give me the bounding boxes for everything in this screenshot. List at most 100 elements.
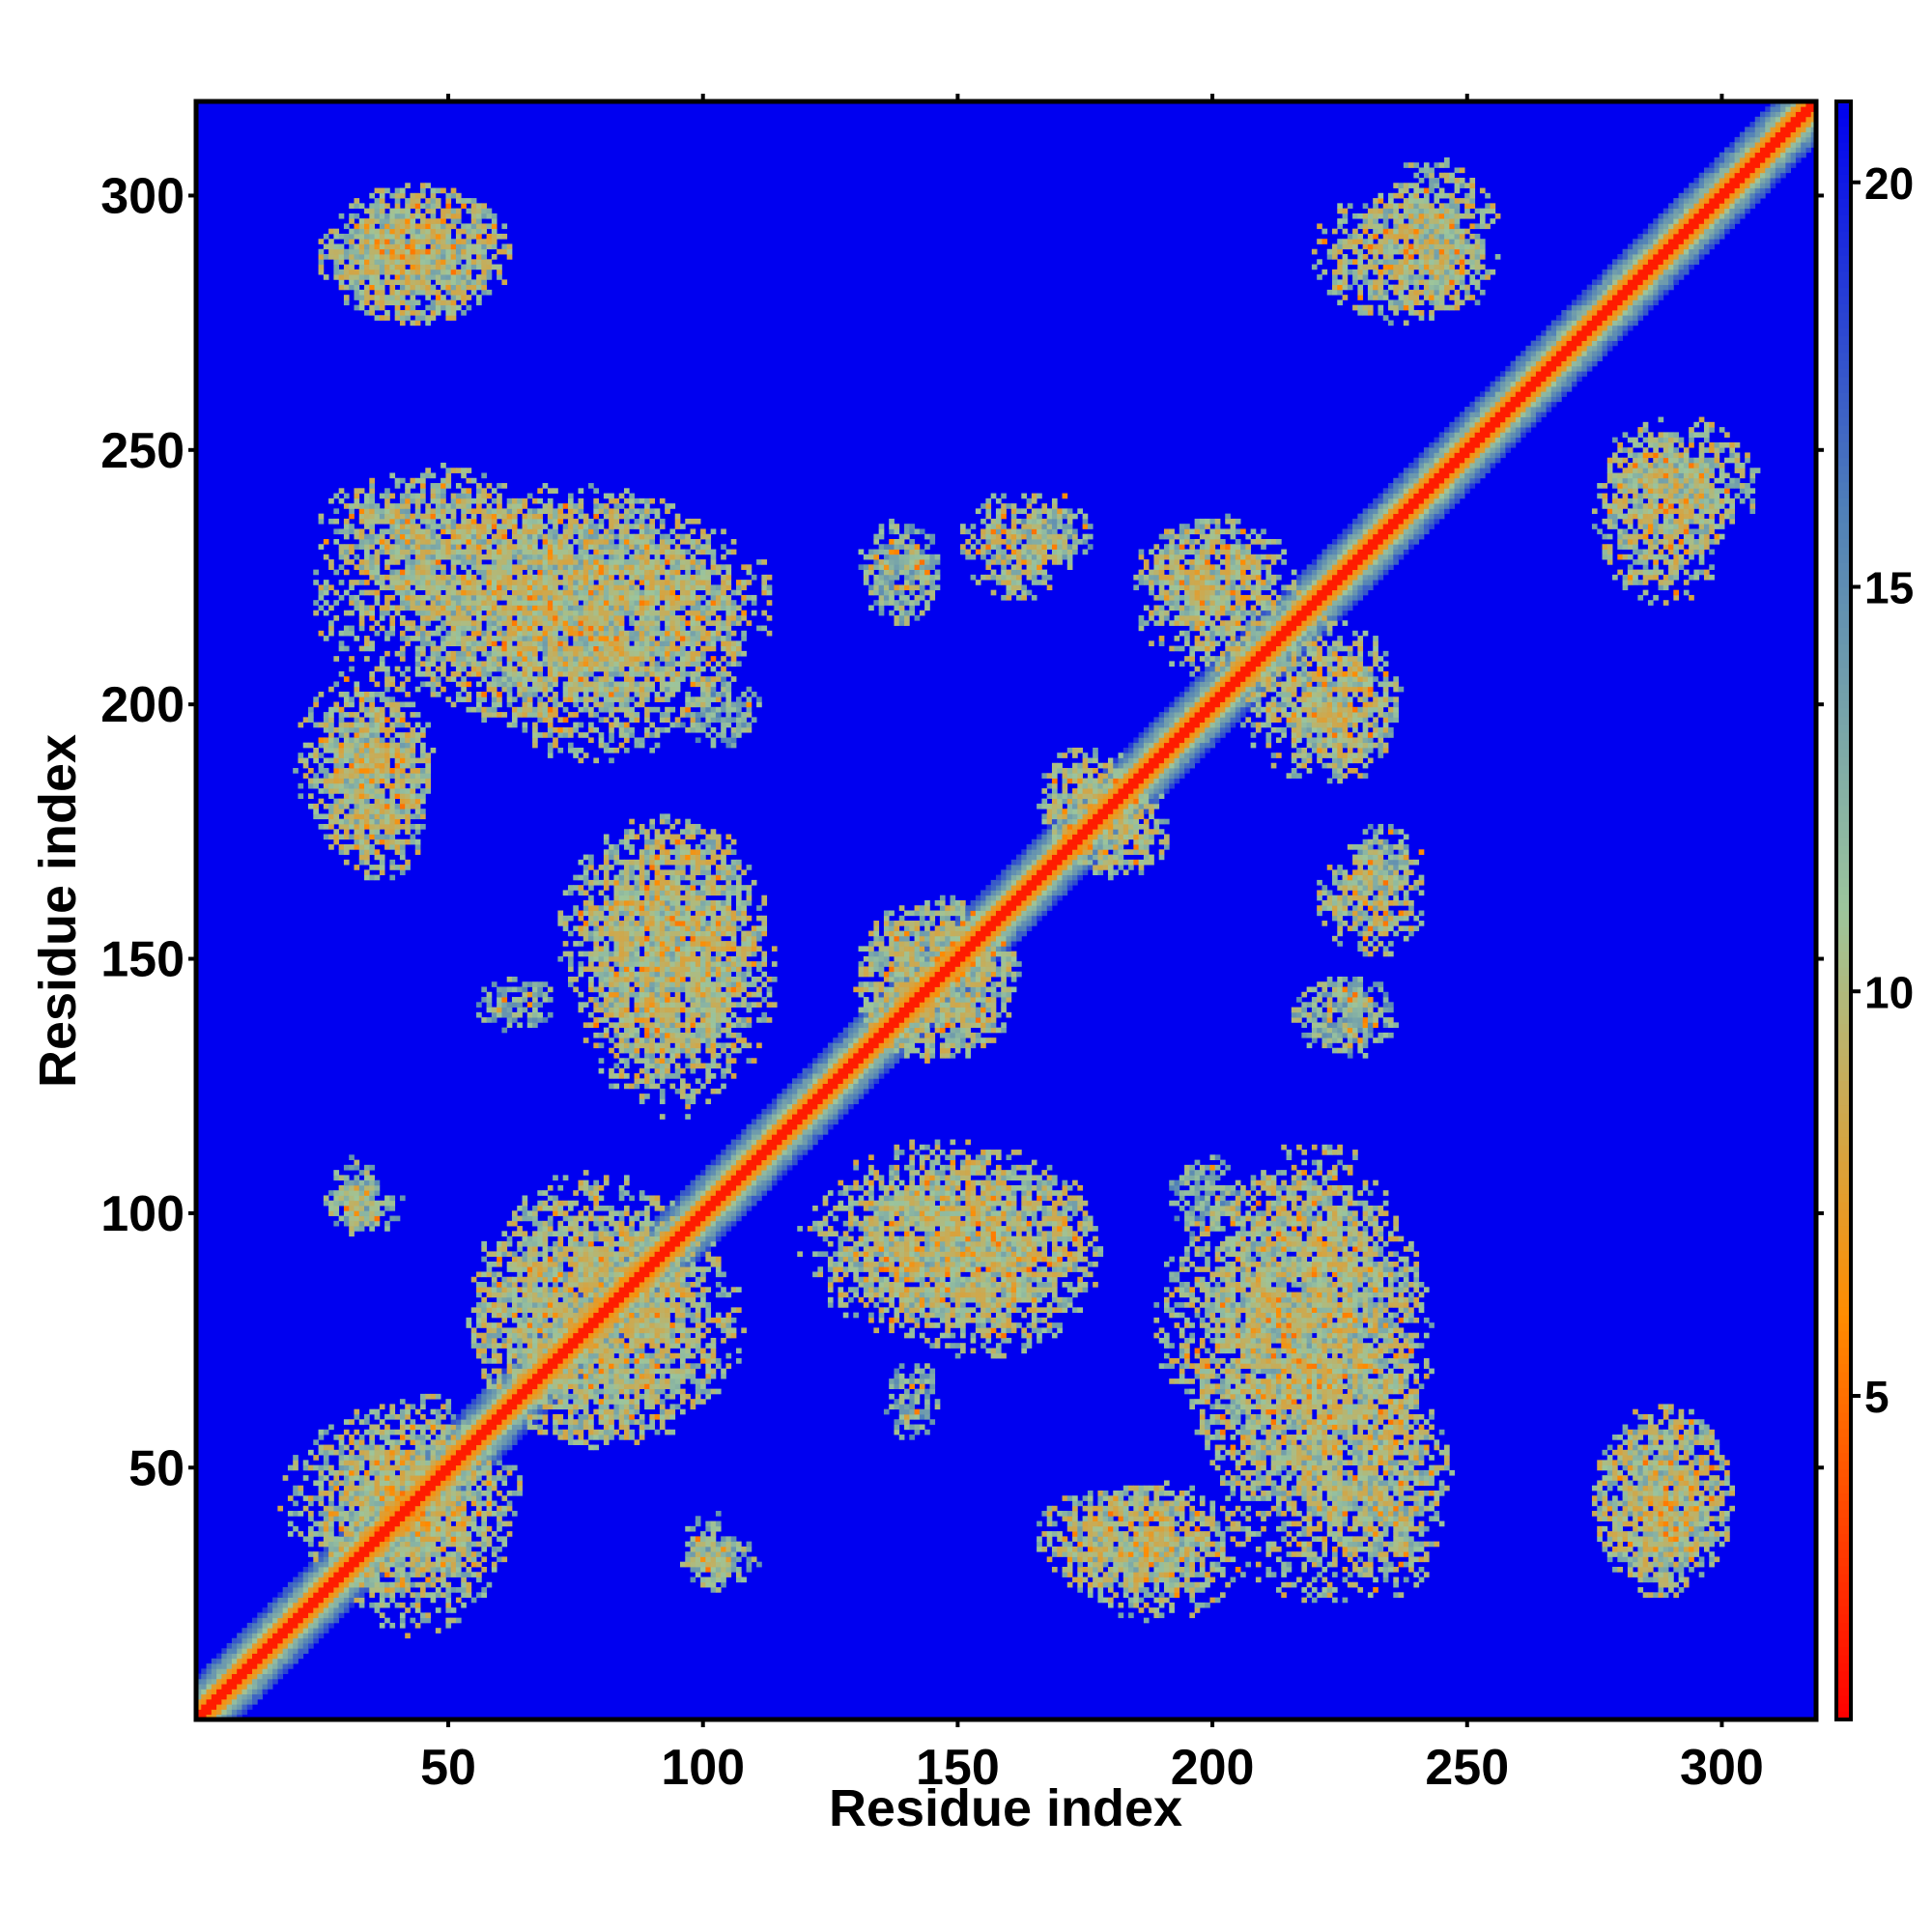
heatmap-cell [257, 1628, 263, 1634]
heatmap-cell [501, 544, 508, 550]
heatmap-cell [430, 533, 437, 540]
heatmap-cell [389, 208, 396, 214]
heatmap-cell [526, 1002, 533, 1008]
heatmap-cell [364, 656, 370, 662]
heatmap-cell [338, 1577, 345, 1583]
heatmap-cell [323, 1607, 329, 1613]
heatmap-cell [517, 528, 523, 535]
heatmap-cell [455, 533, 462, 540]
heatmap-cell [486, 1007, 493, 1013]
heatmap-cell [414, 849, 421, 855]
heatmap-cell [333, 1195, 340, 1202]
heatmap-cell [338, 1612, 345, 1619]
heatmap-cell [430, 508, 437, 515]
heatmap-cell [506, 1464, 513, 1471]
heatmap-cell [476, 274, 482, 280]
heatmap-cell [364, 1190, 370, 1196]
heatmap-cell [410, 838, 416, 845]
heatmap-cell [389, 228, 396, 235]
heatmap-cell [542, 1337, 549, 1344]
heatmap-cell [526, 1282, 533, 1288]
heatmap-cell [394, 254, 401, 260]
heatmap-cell [384, 1520, 390, 1527]
heatmap-cell [414, 1485, 421, 1492]
heatmap-cell [379, 1480, 385, 1487]
heatmap-cell [231, 1653, 238, 1660]
heatmap-cell [358, 726, 365, 733]
heatmap-cell [394, 477, 401, 484]
heatmap-cell [481, 1287, 487, 1293]
heatmap-cell [461, 1413, 467, 1420]
heatmap-cell [333, 1612, 340, 1619]
heatmap-cell [522, 1210, 528, 1216]
heatmap-cell [450, 564, 457, 570]
heatmap-cell [379, 605, 385, 611]
heatmap-cell [526, 580, 533, 585]
heatmap-cell [358, 1439, 365, 1445]
heatmap-cell [532, 686, 538, 693]
heatmap-cell [399, 538, 406, 545]
heatmap-cell [470, 661, 477, 668]
heatmap-cell [481, 706, 487, 713]
heatmap-cell [399, 849, 406, 855]
heatmap-cell [399, 722, 406, 728]
heatmap-cell [425, 1511, 431, 1517]
heatmap-cell [343, 1566, 350, 1573]
heatmap-cell [506, 254, 513, 260]
heatmap-cell [466, 1475, 472, 1481]
heatmap-cell [262, 1642, 269, 1649]
heatmap-cell [379, 1500, 385, 1507]
heatmap-cell [455, 580, 462, 585]
heatmap-cell [389, 813, 396, 820]
heatmap-cell [343, 676, 350, 682]
heatmap-cell [293, 1464, 298, 1471]
heatmap-cell [308, 1633, 314, 1639]
heatmap-cell [343, 1546, 350, 1552]
heatmap-cell [532, 1302, 538, 1308]
heatmap-cell [481, 508, 487, 515]
heatmap-cell [282, 1668, 289, 1674]
heatmap-cell [470, 584, 477, 591]
heatmap-cell [486, 1292, 493, 1298]
heatmap-cell [389, 615, 396, 621]
heatmap-cell [537, 681, 543, 688]
heatmap-cell [476, 661, 482, 668]
heatmap-cell [226, 1709, 233, 1716]
heatmap-cell [338, 1602, 345, 1608]
heatmap-cell [379, 798, 385, 805]
heatmap-cell [343, 518, 350, 525]
heatmap-cell [226, 1693, 233, 1700]
heatmap-cell [399, 747, 406, 753]
heatmap-cell [435, 508, 441, 515]
heatmap-cell [333, 818, 340, 825]
heatmap-cell [430, 1408, 437, 1415]
heatmap-cell [394, 203, 401, 210]
heatmap-cell [522, 1287, 528, 1293]
heatmap-cell [553, 554, 558, 560]
heatmap-cell [466, 1556, 472, 1563]
heatmap-cell [343, 1220, 350, 1227]
heatmap-cell [511, 600, 518, 606]
heatmap-cell [338, 1551, 345, 1557]
heatmap-cell [532, 1348, 538, 1354]
heatmap-cell [461, 269, 467, 275]
heatmap-cell [318, 1556, 325, 1563]
heatmap-cell [384, 508, 390, 515]
heatmap-cell [414, 1525, 421, 1532]
heatmap-cell [343, 1511, 350, 1517]
heatmap-cell [389, 254, 396, 260]
heatmap-cell [481, 1337, 487, 1344]
heatmap-cell [537, 1206, 543, 1211]
heatmap-cell [318, 813, 325, 820]
heatmap-cell [354, 1444, 360, 1451]
heatmap-cell [349, 1490, 355, 1496]
heatmap-cell [497, 1343, 502, 1349]
heatmap-cell [394, 605, 401, 611]
heatmap-cell [410, 1480, 416, 1487]
heatmap-cell [374, 1520, 381, 1527]
heatmap-cell [450, 243, 457, 250]
heatmap-cell [349, 737, 355, 744]
heatmap-cell [547, 610, 554, 616]
heatmap-cell [486, 1332, 493, 1339]
heatmap-cell [379, 1485, 385, 1492]
